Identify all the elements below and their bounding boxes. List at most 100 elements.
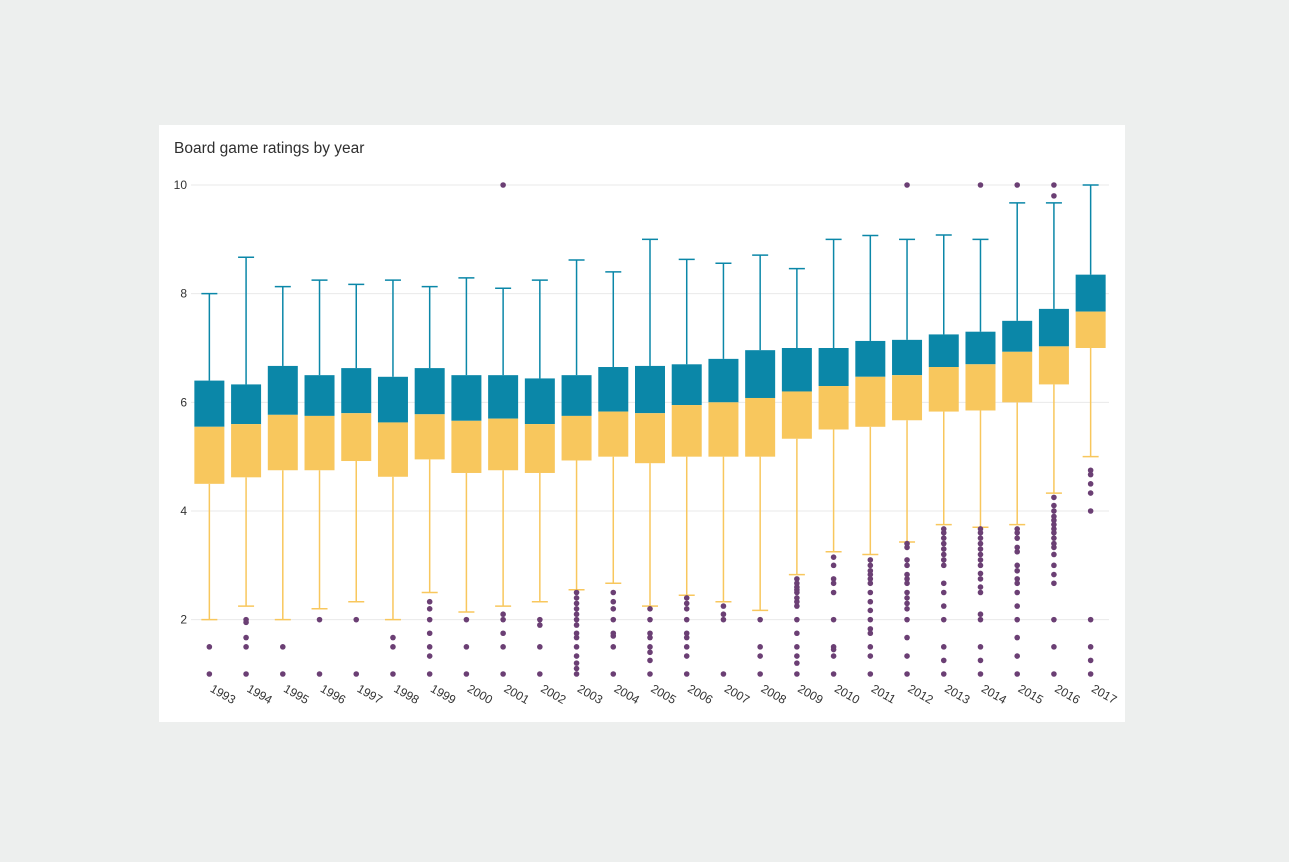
outlier-point	[647, 616, 653, 623]
upper-box	[1038, 308, 1069, 347]
box-2008	[745, 254, 776, 677]
outlier-point	[867, 557, 874, 563]
upper-box	[745, 350, 776, 398]
outlier-point	[904, 540, 910, 547]
outlier-point	[757, 653, 763, 659]
outlier-point	[977, 562, 984, 569]
outlier-point	[830, 554, 837, 560]
outlier-point	[426, 598, 433, 605]
outlier-point	[867, 616, 874, 623]
outlier-point	[1087, 616, 1094, 623]
x-tick-label: 2005	[649, 681, 679, 707]
outlier-point	[206, 671, 213, 677]
outlier-point	[1014, 544, 1020, 551]
outlier-point	[573, 595, 580, 601]
x-tick-label: 2015	[1016, 681, 1046, 707]
outlier-point	[977, 616, 984, 623]
outlier-point	[610, 589, 617, 596]
outlier-point	[316, 616, 323, 623]
outlier-point	[1051, 535, 1057, 541]
outlier-point	[830, 616, 837, 623]
outlier-point	[610, 616, 617, 623]
outlier-point	[977, 526, 984, 532]
x-tick-label: 1995	[281, 681, 311, 707]
x-tick-label: 2000	[465, 681, 495, 707]
outlier-point	[426, 616, 433, 623]
box-2013	[928, 234, 959, 677]
outlier-point	[390, 634, 396, 641]
box-2006	[671, 258, 702, 677]
outlier-point	[610, 630, 617, 637]
outlier-point	[977, 644, 984, 650]
outlier-point	[573, 600, 580, 607]
upper-box	[965, 331, 996, 365]
x-tick-label: 2004	[612, 681, 642, 707]
outlier-point	[1051, 644, 1057, 650]
upper-box	[892, 339, 923, 376]
outlier-point	[390, 671, 396, 677]
upper-box	[267, 365, 298, 415]
outlier-point	[1051, 508, 1057, 514]
box-2001	[488, 182, 519, 677]
box-2014	[965, 182, 996, 677]
box-2002	[524, 279, 555, 677]
outlier-point	[904, 182, 910, 188]
outlier-point	[794, 644, 800, 650]
outlier-point	[830, 653, 837, 659]
outlier-point	[1087, 490, 1094, 496]
outlier-point	[1051, 193, 1057, 199]
upper-box	[304, 375, 335, 416]
outlier-point	[940, 644, 947, 650]
outlier-point	[794, 653, 800, 659]
outlier-point	[683, 653, 690, 659]
upper-box	[488, 375, 519, 419]
upper-box	[635, 365, 665, 414]
x-tick-label: 2003	[575, 681, 605, 707]
lower-box	[304, 415, 335, 471]
outlier-point	[1014, 576, 1020, 582]
lower-box	[818, 386, 849, 430]
upper-box	[377, 376, 408, 423]
outlier-point	[940, 540, 947, 547]
outlier-point	[573, 622, 580, 628]
upper-box	[671, 364, 702, 406]
outlier-point	[243, 671, 249, 677]
outlier-point	[500, 644, 506, 650]
box-1993	[194, 292, 225, 677]
outlier-point	[573, 589, 580, 596]
outlier-point	[537, 671, 543, 677]
outlier-point	[720, 603, 727, 609]
outlier-point	[463, 671, 470, 677]
outlier-point	[977, 551, 984, 558]
outlier-point	[426, 606, 433, 612]
outlier-point	[1051, 616, 1057, 623]
lower-box	[231, 424, 262, 478]
outlier-point	[280, 644, 286, 650]
outlier-point	[830, 589, 837, 596]
outlier-point	[904, 595, 910, 601]
box-1996	[304, 279, 335, 677]
outlier-point	[683, 595, 690, 601]
outlier-point	[757, 616, 763, 623]
outlier-point	[904, 576, 910, 582]
outlier-point	[537, 622, 543, 628]
outlier-point	[1051, 182, 1057, 188]
upper-box	[414, 368, 445, 415]
outlier-point	[867, 653, 874, 659]
x-tick-label: 1993	[208, 681, 238, 707]
outlier-point	[1014, 634, 1020, 641]
lower-box	[488, 418, 519, 471]
upper-box	[194, 380, 225, 427]
outlier-point	[573, 671, 580, 677]
outlier-point	[940, 562, 947, 569]
outlier-point	[940, 557, 947, 563]
outlier-point	[940, 526, 947, 532]
outlier-point	[1051, 494, 1057, 501]
outlier-point	[830, 576, 837, 582]
outlier-point	[1051, 502, 1057, 509]
outlier-point	[647, 630, 653, 637]
outlier-point	[977, 535, 984, 541]
outlier-point	[353, 616, 360, 623]
outlier-point	[573, 616, 580, 623]
outlier-point	[1051, 521, 1057, 528]
